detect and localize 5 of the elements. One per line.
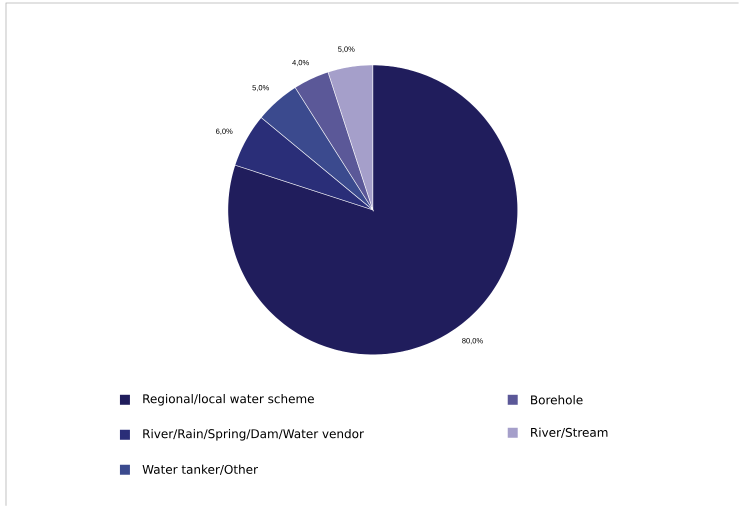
legend-label: Borehole bbox=[531, 395, 583, 404]
legend-label: Water tanker/Other bbox=[142, 464, 258, 475]
legend-label: Regional/local water scheme bbox=[143, 394, 314, 406]
legend-label: River/Rain/Spring/Dam/Water vendor bbox=[143, 428, 364, 441]
legend-label: River/Stream bbox=[531, 428, 608, 438]
